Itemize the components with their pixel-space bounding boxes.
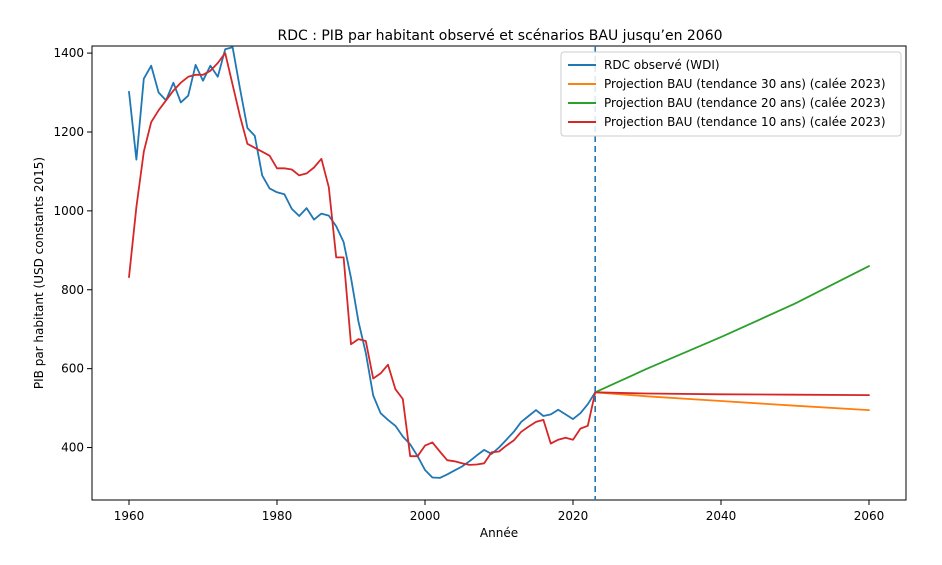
y-tick-label: 400 <box>61 441 84 455</box>
series-line-2 <box>594 391 870 412</box>
legend-label-2: Projection BAU (tendance 30 ans) (calée … <box>604 77 886 91</box>
series-layer <box>128 46 870 479</box>
y-tick-label: 1200 <box>53 125 84 139</box>
x-tick-label: 2020 <box>558 509 589 523</box>
y-tick-label: 600 <box>61 362 84 376</box>
legend-label-4: Projection BAU (tendance 10 ans) (calée … <box>604 115 886 129</box>
legend-label-1: RDC observé (WDI) <box>604 58 720 72</box>
x-tick-label: 1960 <box>114 509 145 523</box>
series-line-3 <box>594 265 870 394</box>
chart-title: RDC : PIB par habitant observé et scénar… <box>277 28 722 44</box>
legend-label-3: Projection BAU (tendance 20 ans) (calée … <box>604 96 886 110</box>
y-tick-label: 1000 <box>53 204 84 218</box>
series-line-4 <box>128 52 870 466</box>
x-tick-label: 2060 <box>854 509 885 523</box>
x-axis: 1960 1980 2000 2020 2040 2060 <box>114 500 885 523</box>
y-axis-label: PIB par habitant (USD constants 2015) <box>32 157 46 389</box>
y-axis: 400 600 800 1000 1200 1400 <box>53 46 92 455</box>
x-tick-label: 2040 <box>706 509 737 523</box>
plot-area <box>91 45 907 501</box>
series-line-1 <box>128 46 597 479</box>
legend: RDC observé (WDI) Projection BAU (tendanc… <box>560 51 902 137</box>
y-tick-label: 800 <box>61 283 84 297</box>
x-tick-label: 1980 <box>262 509 293 523</box>
x-axis-label: Année <box>480 526 518 540</box>
x-tick-label: 2000 <box>410 509 441 523</box>
y-tick-label: 1400 <box>53 46 84 60</box>
legend-box <box>560 51 902 137</box>
